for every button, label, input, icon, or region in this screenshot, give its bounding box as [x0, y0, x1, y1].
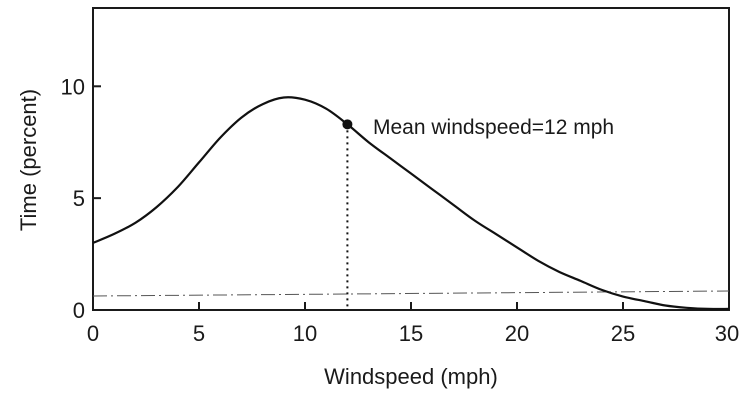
- mean-point-marker: [342, 119, 353, 130]
- y-axis-title: Time (percent): [16, 89, 41, 231]
- x-axis-title: Windspeed (mph): [324, 364, 498, 389]
- x-tick-label: 15: [399, 321, 423, 346]
- x-tick-label: 30: [715, 321, 739, 346]
- plot-frame: [92, 7, 730, 311]
- y-tick-label: 5: [73, 186, 85, 211]
- y-tick-label: 0: [73, 298, 85, 323]
- x-tick-label: 10: [293, 321, 317, 346]
- mean-windspeed-annotation: Mean windspeed=12 mph: [373, 116, 614, 139]
- y-tick-label: 10: [61, 74, 85, 99]
- x-tick-label: 5: [193, 321, 205, 346]
- x-tick-label: 25: [611, 321, 635, 346]
- baseline-line: [92, 290, 730, 297]
- y-axis-ticks: 0 5 10: [61, 74, 101, 323]
- series-line-time-percent: [92, 96, 730, 311]
- x-tick-label: 20: [505, 321, 529, 346]
- x-tick-label: 0: [87, 321, 99, 346]
- x-axis-ticks: 0 5 10 15 20 25 30: [87, 302, 739, 346]
